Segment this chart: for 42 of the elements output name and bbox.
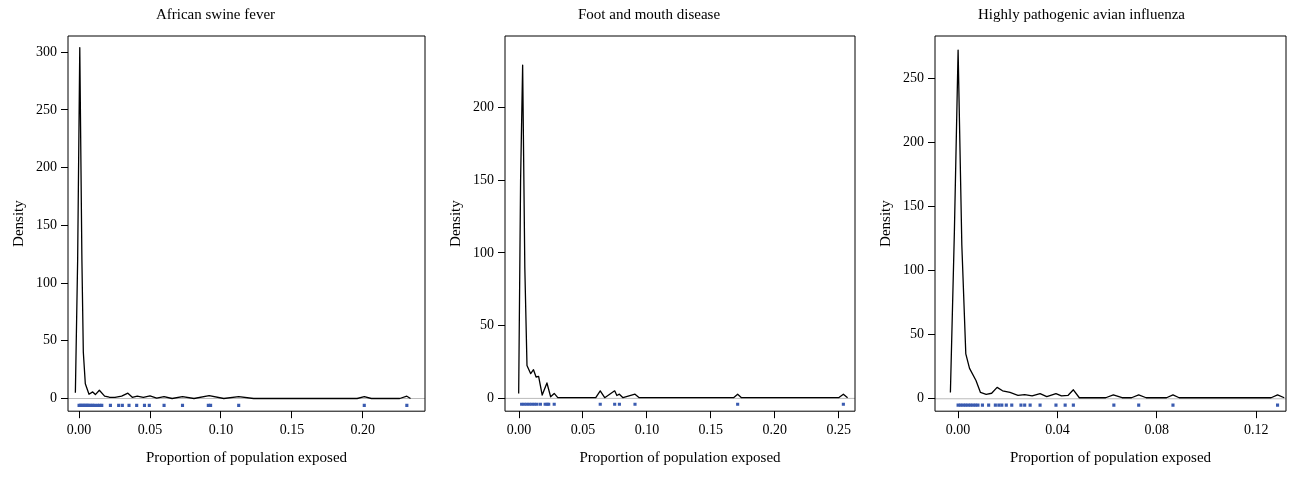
x-tick-label: 0.04: [1045, 422, 1070, 438]
y-tick-label: 200: [473, 98, 494, 114]
x-tick-label: 0.25: [826, 422, 851, 438]
x-tick-label: 0.08: [1144, 422, 1170, 438]
y-tick-label: 100: [903, 262, 924, 278]
chart-title: African swine fever: [155, 5, 276, 22]
y-tick-label: 200: [36, 159, 57, 175]
x-tick-label: 0.10: [634, 422, 660, 438]
y-tick-label: 100: [473, 244, 494, 260]
x-axis-title: Proportion of population exposed: [145, 448, 348, 465]
y-tick-label: 250: [903, 69, 924, 85]
y-tick-label: 150: [903, 198, 924, 214]
y-tick-label: 100: [36, 274, 57, 290]
chart-title: Foot and mouth disease: [577, 5, 721, 22]
x-tick-label: 0.20: [762, 422, 787, 438]
y-tick-label: 50: [910, 326, 924, 342]
y-tick-label: 0: [50, 390, 57, 406]
y-tick-label: 50: [43, 332, 57, 348]
y-tick-label: 250: [36, 101, 57, 117]
y-axis-title: Density: [9, 199, 26, 247]
y-axis-title: Density: [446, 199, 463, 247]
x-tick-label: 0.20: [350, 422, 376, 438]
y-tick-label: 0: [917, 390, 924, 406]
chart-title: Highly pathogenic avian influenza: [977, 5, 1186, 22]
y-tick-label: 150: [36, 217, 57, 232]
y-tick-label: 50: [480, 317, 494, 333]
x-axis-title: Proportion of population exposed: [579, 448, 782, 465]
x-tick-label: 0.15: [279, 422, 305, 438]
y-axis-title: Density: [876, 199, 893, 247]
x-tick-label: 0.00: [506, 422, 532, 438]
x-tick-label: 0.15: [698, 422, 724, 438]
y-tick-label: 150: [473, 171, 494, 187]
x-tick-label: 0.12: [1243, 422, 1269, 438]
y-tick-label: 0: [487, 390, 494, 406]
x-tick-label: 0.05: [137, 422, 163, 438]
x-tick-label: 0.00: [945, 422, 971, 438]
x-tick-label: 0.00: [66, 422, 92, 438]
y-tick-label: 200: [903, 134, 924, 150]
x-tick-label: 0.05: [570, 422, 596, 438]
x-tick-label: 0.10: [208, 422, 234, 438]
y-tick-label: 300: [36, 43, 57, 59]
x-axis-title: Proportion of population exposed: [1009, 448, 1212, 465]
